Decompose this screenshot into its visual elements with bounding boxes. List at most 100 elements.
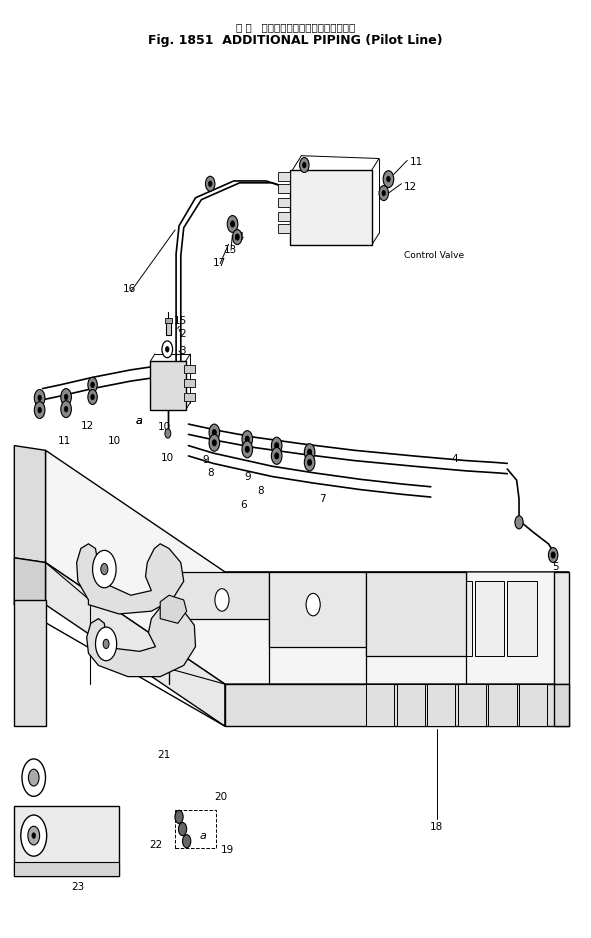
Bar: [165, 318, 172, 323]
Circle shape: [383, 171, 394, 188]
Text: Control Valve: Control Valve: [404, 251, 465, 260]
Text: 17: 17: [212, 258, 226, 268]
Circle shape: [213, 430, 216, 435]
Polygon shape: [14, 600, 46, 726]
Text: 22: 22: [150, 840, 163, 850]
Text: 増 設   パイピング（パイロットライン）: 増 設 パイピング（パイロットライン）: [236, 22, 355, 32]
Polygon shape: [46, 563, 225, 726]
Circle shape: [34, 389, 45, 406]
Bar: [166, 320, 171, 335]
Text: 15: 15: [174, 316, 187, 326]
Text: 11: 11: [17, 449, 30, 459]
Circle shape: [38, 407, 41, 413]
Polygon shape: [14, 806, 119, 876]
Text: 12: 12: [81, 421, 95, 431]
Bar: [184, 393, 195, 401]
Circle shape: [245, 446, 249, 452]
Circle shape: [275, 443, 278, 448]
Circle shape: [209, 181, 212, 187]
Polygon shape: [488, 684, 517, 726]
Text: 8: 8: [207, 468, 213, 477]
Circle shape: [231, 221, 234, 227]
Text: 20: 20: [214, 793, 228, 802]
Circle shape: [209, 434, 220, 451]
Circle shape: [275, 453, 278, 459]
Polygon shape: [269, 572, 366, 646]
Circle shape: [215, 589, 229, 612]
Text: 11: 11: [410, 158, 423, 167]
Circle shape: [64, 394, 68, 400]
Circle shape: [515, 516, 523, 529]
Polygon shape: [554, 684, 569, 726]
Polygon shape: [397, 684, 425, 726]
Text: Fig. 1851  ADDITIONAL PIPING (Pilot Line): Fig. 1851 ADDITIONAL PIPING (Pilot Line): [148, 34, 443, 47]
Bar: [278, 172, 290, 181]
Text: 11: 11: [322, 176, 335, 186]
Circle shape: [165, 429, 171, 438]
Polygon shape: [87, 605, 196, 676]
Circle shape: [64, 406, 68, 412]
Circle shape: [175, 810, 183, 824]
Circle shape: [306, 594, 320, 616]
Polygon shape: [366, 684, 394, 726]
Bar: [175, 810, 216, 848]
Text: 5: 5: [552, 562, 559, 572]
Circle shape: [93, 551, 116, 588]
Polygon shape: [169, 572, 269, 619]
Circle shape: [379, 186, 388, 201]
Polygon shape: [519, 684, 547, 726]
Bar: [150, 361, 186, 410]
Text: 9: 9: [244, 473, 251, 482]
Circle shape: [206, 176, 215, 191]
Bar: [290, 170, 372, 245]
Circle shape: [271, 447, 282, 464]
Circle shape: [34, 401, 45, 418]
Polygon shape: [366, 572, 466, 656]
Circle shape: [308, 449, 311, 455]
Bar: [184, 365, 195, 372]
Text: 13: 13: [224, 245, 238, 255]
Polygon shape: [458, 684, 486, 726]
Polygon shape: [14, 446, 46, 563]
Text: 14: 14: [232, 232, 245, 242]
Circle shape: [22, 759, 46, 796]
Text: 21: 21: [158, 750, 171, 760]
Circle shape: [88, 389, 98, 404]
Circle shape: [178, 823, 187, 836]
Circle shape: [228, 216, 238, 233]
Polygon shape: [225, 684, 569, 726]
Text: a: a: [135, 416, 142, 426]
Text: 7: 7: [319, 494, 325, 504]
Circle shape: [38, 395, 41, 401]
Polygon shape: [14, 862, 119, 876]
Polygon shape: [378, 582, 407, 656]
Text: 8: 8: [257, 487, 264, 496]
Circle shape: [382, 190, 385, 196]
Circle shape: [165, 346, 169, 352]
Circle shape: [233, 230, 242, 245]
Polygon shape: [410, 582, 440, 656]
Text: 19: 19: [221, 844, 235, 855]
Circle shape: [303, 162, 306, 168]
Circle shape: [91, 382, 95, 387]
Text: 16: 16: [123, 284, 137, 295]
Text: 18: 18: [430, 823, 443, 832]
Circle shape: [61, 388, 72, 405]
Text: 2: 2: [179, 329, 186, 340]
Circle shape: [209, 424, 220, 441]
Text: 10: 10: [161, 453, 174, 462]
Circle shape: [242, 441, 252, 458]
Text: 12: 12: [330, 189, 343, 199]
Polygon shape: [46, 450, 569, 684]
Text: 1: 1: [158, 387, 165, 398]
Circle shape: [96, 627, 116, 660]
Text: 12: 12: [24, 462, 37, 472]
Text: a: a: [135, 416, 142, 426]
Circle shape: [91, 394, 95, 400]
Text: 9: 9: [203, 455, 209, 464]
Circle shape: [103, 639, 109, 648]
Circle shape: [271, 437, 282, 454]
Circle shape: [245, 436, 249, 442]
Polygon shape: [443, 582, 472, 656]
Polygon shape: [427, 684, 456, 726]
